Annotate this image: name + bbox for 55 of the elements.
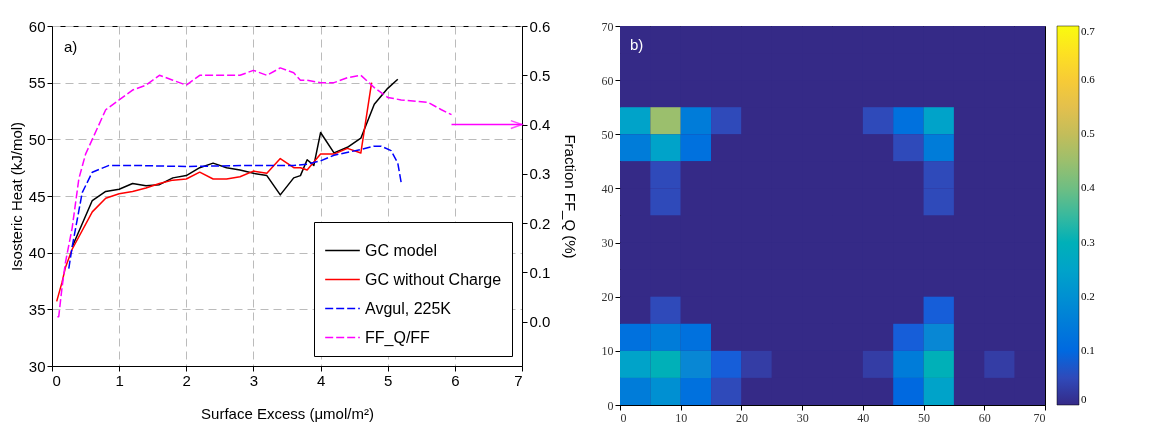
x-tick-label: 3 bbox=[249, 371, 259, 389]
y-tick-label: 60 bbox=[601, 73, 614, 88]
legend-label: GC model bbox=[365, 241, 438, 259]
x-tick-label: 7 bbox=[514, 371, 523, 389]
y-tick-label: 70 bbox=[601, 19, 614, 34]
x-tick-label: 50 bbox=[918, 410, 931, 425]
color-bar-label: 0 bbox=[1081, 393, 1087, 405]
x-tick-label: 20 bbox=[735, 410, 748, 425]
y2-tick-label: 0.0 bbox=[529, 313, 551, 331]
color-bar-label: 0.7 bbox=[1081, 25, 1096, 37]
y2-tick-label: 0.3 bbox=[529, 165, 551, 183]
y2-axis-title: Fraction FF_Q (%) bbox=[562, 134, 580, 259]
color-bar-label: 0.4 bbox=[1081, 181, 1096, 194]
y-tick-label: 60 bbox=[28, 17, 46, 35]
x-tick-label: 40 bbox=[857, 410, 870, 425]
y-tick-label: 40 bbox=[601, 181, 614, 196]
x-tick-label: 10 bbox=[675, 410, 688, 425]
y-tick-label: 50 bbox=[601, 127, 614, 142]
legend-label: FF_Q/FF bbox=[365, 328, 431, 347]
x-tick-label: 70 bbox=[1033, 410, 1046, 425]
y-axis-title: Isosteric Heat (kJ/mol) bbox=[7, 121, 25, 272]
y-tick-label: 30 bbox=[28, 357, 46, 375]
y2-tick-label: 0.1 bbox=[529, 263, 551, 281]
y2-tick-label: 0.5 bbox=[529, 66, 551, 84]
y2-tick-label: 0.4 bbox=[529, 116, 551, 134]
color-bar-label: 0.6 bbox=[1081, 73, 1096, 86]
color-bar-label: 0.2 bbox=[1081, 289, 1095, 302]
color-bar-label: 0.3 bbox=[1081, 235, 1096, 248]
y-tick-label: 45 bbox=[28, 187, 46, 205]
y2-tick-label: 0.2 bbox=[529, 214, 551, 232]
y2-tick-label: 0.6 bbox=[529, 17, 551, 35]
x-tick-label: 2 bbox=[182, 371, 191, 389]
x-tick-label: 6 bbox=[451, 371, 460, 389]
y-tick-label: 55 bbox=[28, 74, 46, 92]
legend-label: GC without Charge bbox=[365, 270, 502, 288]
color-bar-label: 0.1 bbox=[1081, 343, 1095, 356]
x-tick-label: 4 bbox=[316, 371, 326, 389]
x-tick-label: 0 bbox=[52, 371, 61, 389]
y-tick-label: 10 bbox=[601, 344, 614, 359]
y-tick-label: 50 bbox=[28, 130, 46, 148]
y-tick-label: 0 bbox=[607, 398, 614, 413]
y-tick-label: 35 bbox=[28, 300, 46, 318]
annotation: b) bbox=[630, 36, 644, 53]
x-tick-label: 1 bbox=[115, 371, 124, 389]
annotation: a) bbox=[64, 38, 78, 55]
y-tick-label: 30 bbox=[601, 236, 614, 251]
y-tick-label: 20 bbox=[601, 290, 614, 305]
legend-label: Avgul, 225K bbox=[365, 299, 452, 317]
x-axis-title: Surface Excess (μmol/m²) bbox=[201, 404, 374, 422]
y-tick-label: 40 bbox=[28, 244, 46, 262]
x-tick-label: 0 bbox=[620, 410, 627, 425]
x-tick-label: 60 bbox=[978, 410, 991, 425]
color-bar-label: 0.5 bbox=[1081, 127, 1096, 140]
x-tick-label: 5 bbox=[384, 371, 393, 389]
x-tick-label: 30 bbox=[796, 410, 809, 425]
